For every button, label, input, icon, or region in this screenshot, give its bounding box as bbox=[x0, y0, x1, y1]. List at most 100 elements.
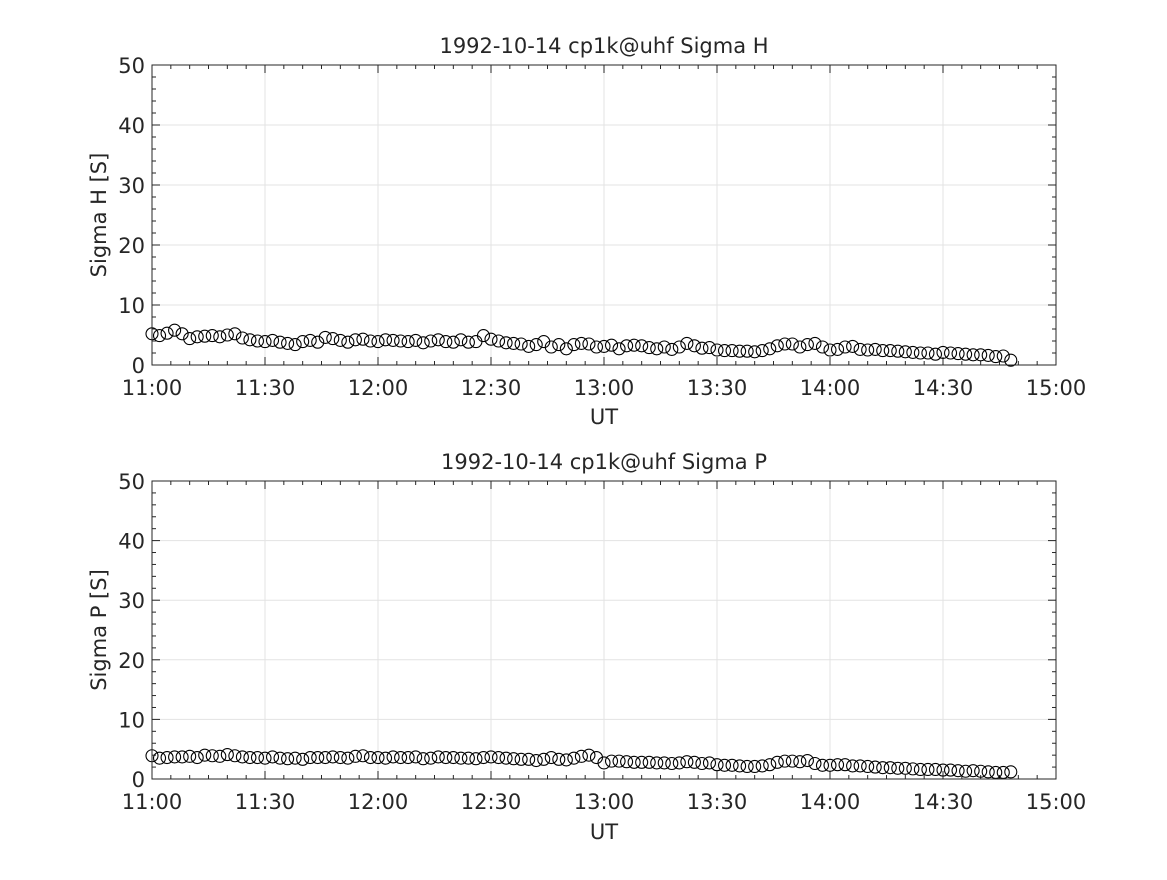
sigma-h-data-point bbox=[160, 326, 174, 340]
sigma-p-data-point bbox=[733, 759, 747, 773]
sigma-h-data-point bbox=[943, 346, 958, 360]
sigma-h-data-point bbox=[853, 342, 867, 356]
sigma-h-x-tick-label: 12:00 bbox=[348, 376, 409, 400]
sigma-p-x-tick-label: 12:30 bbox=[461, 790, 522, 814]
sigma-h-data-point bbox=[981, 348, 995, 362]
sigma-p-data-point bbox=[574, 749, 588, 763]
sigma-h-data-point bbox=[454, 333, 468, 347]
sigma-p-title: 1992-10-14 cp1k@uhf Sigma P bbox=[441, 450, 767, 474]
sigma-h-data-point bbox=[672, 340, 686, 354]
sigma-h-data-point bbox=[733, 344, 747, 358]
sigma-h-data-point bbox=[288, 338, 302, 352]
sigma-p-data-point bbox=[446, 750, 460, 765]
sigma-p-data-point bbox=[318, 750, 332, 765]
sigma-p-data-point bbox=[989, 765, 1003, 779]
sigma-p-data-point bbox=[529, 753, 543, 768]
sigma-h-data-point bbox=[574, 336, 588, 350]
sigma-p-data-point bbox=[861, 759, 875, 774]
sigma-p-data-point bbox=[288, 751, 302, 765]
sigma-p-y-tick-label: 40 bbox=[118, 530, 145, 554]
sigma-p-data-point bbox=[333, 750, 347, 765]
sigma-p-data-point bbox=[959, 764, 973, 778]
sigma-p-data-point bbox=[898, 761, 912, 775]
sigma-h-data-point bbox=[936, 345, 950, 359]
sigma-h-data-point bbox=[763, 342, 777, 356]
sigma-h-y-tick-label: 0 bbox=[132, 354, 145, 378]
sigma-h-data-point bbox=[394, 334, 408, 348]
sigma-h-data-point bbox=[913, 346, 927, 360]
sigma-h-data-point bbox=[281, 336, 295, 350]
sigma-h-data-point bbox=[386, 333, 400, 347]
sigma-p-data-point bbox=[642, 755, 656, 769]
sigma-h-data-point bbox=[921, 346, 935, 360]
sigma-p-data-point bbox=[702, 756, 717, 770]
sigma-p-x-tick-label: 15:00 bbox=[1026, 790, 1087, 814]
sigma-p-data-point bbox=[311, 750, 325, 765]
sigma-p-data-point bbox=[740, 759, 754, 774]
sigma-h-data-point bbox=[876, 344, 890, 358]
sigma-h-data-point bbox=[974, 348, 988, 362]
sigma-p-markers bbox=[145, 748, 1018, 779]
sigma-p-data-point bbox=[815, 758, 830, 772]
sigma-h-data-point bbox=[311, 335, 325, 349]
sigma-p-data-point bbox=[846, 759, 860, 773]
sigma-h-data-point bbox=[861, 343, 875, 357]
sigma-p-minor-ticks bbox=[152, 481, 1056, 779]
sigma-p-x-tick-labels: 11:00 11:30 12:00 12:30 13:00 13:30 14:00 14:30… bbox=[122, 790, 1087, 814]
sigma-p-data-point bbox=[604, 754, 619, 768]
sigma-h-data-point bbox=[883, 344, 897, 358]
sigma-h-data-point bbox=[604, 338, 619, 352]
sigma-h-data-point bbox=[439, 335, 453, 349]
sigma-p-data-point bbox=[687, 755, 701, 769]
sigma-h-x-tick-label: 13:30 bbox=[687, 376, 748, 400]
sigma-h-data-point bbox=[529, 338, 543, 352]
sigma-h-data-point bbox=[785, 337, 799, 351]
sigma-p-data-point bbox=[431, 750, 445, 764]
sigma-h-data-point bbox=[808, 336, 822, 350]
sigma-p-y-tick-label: 30 bbox=[118, 589, 145, 613]
sigma-h-data-point bbox=[522, 339, 536, 353]
sigma-h-data-point bbox=[582, 337, 596, 351]
sigma-p-data-point bbox=[597, 756, 611, 770]
sigma-p-data-point bbox=[198, 748, 212, 762]
sigma-p-data-point bbox=[627, 755, 641, 769]
sigma-h-data-point bbox=[190, 330, 204, 344]
sigma-p-y-tick-label: 10 bbox=[118, 708, 145, 732]
sigma-h-data-point bbox=[748, 345, 762, 359]
sigma-h-data-point bbox=[815, 340, 830, 354]
sigma-p-data-point bbox=[499, 751, 513, 765]
sigma-h-data-point bbox=[868, 342, 882, 356]
sigma-p-data-point bbox=[680, 755, 694, 769]
sigma-h-data-point bbox=[740, 344, 754, 358]
sigma-p-data-point bbox=[544, 750, 558, 765]
sigma-p-data-point bbox=[371, 750, 385, 765]
sigma-h-data-point bbox=[152, 329, 167, 343]
sigma-p-data-point bbox=[228, 749, 242, 763]
sigma-h-data-point bbox=[363, 334, 378, 348]
sigma-p-data-point bbox=[363, 750, 378, 765]
sigma-p-data-point bbox=[190, 750, 204, 765]
sigma-h-data-point bbox=[823, 343, 837, 357]
sigma-p-data-point bbox=[507, 752, 521, 766]
sigma-p-data-point bbox=[853, 759, 867, 773]
sigma-h-data-point bbox=[326, 332, 340, 346]
sigma-p-data-point bbox=[514, 752, 528, 766]
sigma-h-data-point bbox=[612, 342, 626, 356]
sigma-h-data-point bbox=[695, 341, 709, 355]
sigma-p-data-point bbox=[522, 752, 536, 766]
sigma-h-data-point bbox=[183, 332, 197, 346]
sigma-p-data-point bbox=[386, 750, 400, 764]
sigma-h-x-tick-label: 14:00 bbox=[800, 376, 861, 400]
sigma-h-data-point bbox=[597, 339, 611, 353]
sigma-h-data-point bbox=[446, 335, 460, 349]
sigma-p-data-point bbox=[559, 753, 573, 767]
sigma-p-data-point bbox=[439, 750, 453, 765]
sigma-h-data-point bbox=[348, 333, 362, 347]
sigma-p-data-point bbox=[537, 752, 551, 766]
sigma-p-data-point bbox=[160, 750, 174, 765]
sigma-h-data-point bbox=[635, 339, 649, 353]
sigma-p-data-point bbox=[1004, 765, 1018, 779]
sigma-p-data-point bbox=[996, 765, 1010, 779]
sigma-h-data-point bbox=[989, 350, 1003, 364]
sigma-p-data-point bbox=[416, 752, 430, 766]
